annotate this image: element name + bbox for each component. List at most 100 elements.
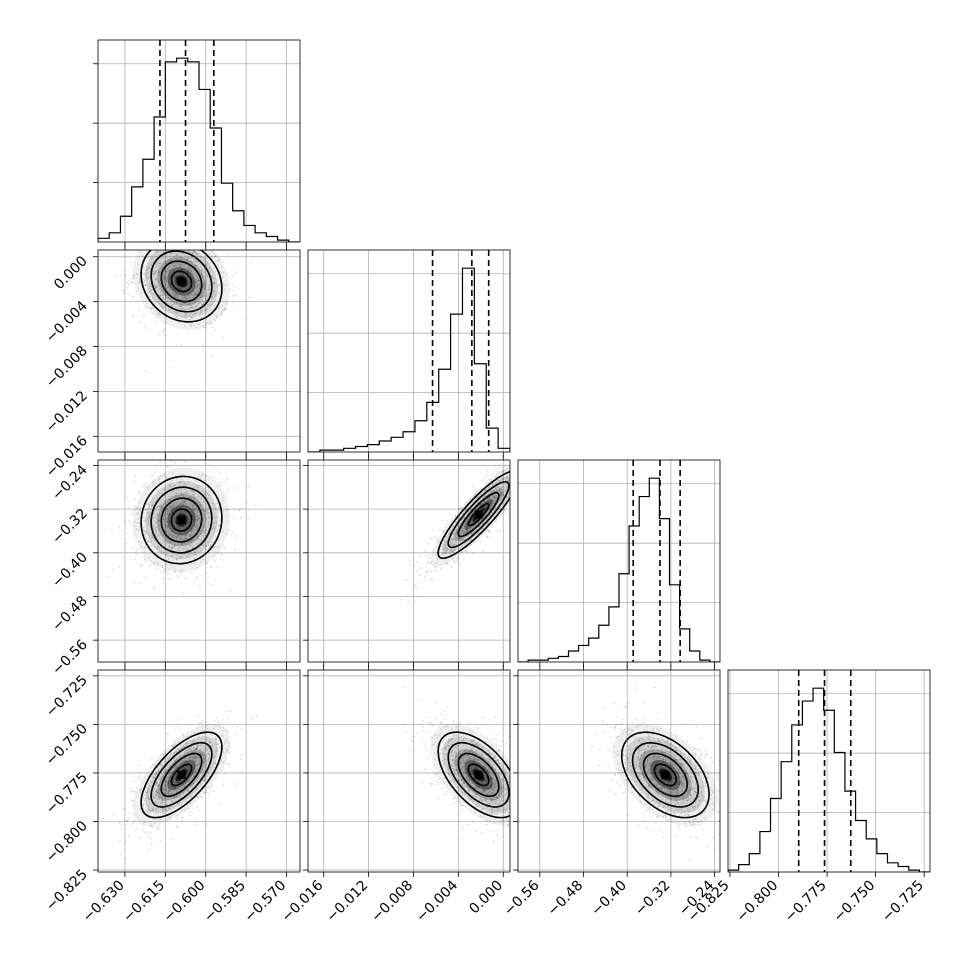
sample-point — [203, 301, 206, 304]
panel-frame — [307, 459, 511, 663]
contour-line-2 — [160, 260, 203, 303]
sample-point — [174, 571, 176, 574]
sample-point — [226, 478, 228, 480]
sample-point — [206, 262, 209, 265]
sample-point — [191, 289, 194, 291]
sample-point — [489, 501, 492, 503]
sample-point — [193, 517, 196, 520]
sample-point — [485, 500, 488, 502]
sample-point — [168, 510, 170, 512]
sample-point — [166, 512, 169, 515]
sample-point — [222, 283, 225, 285]
sample-point — [437, 725, 440, 727]
sample-point — [515, 483, 517, 485]
sample-point — [159, 504, 162, 507]
sample-point — [171, 503, 174, 505]
sample-point — [165, 508, 168, 511]
sample-point — [499, 782, 501, 785]
sample-point — [146, 266, 149, 268]
sample-point — [167, 732, 170, 735]
sample-point — [188, 748, 191, 751]
sample-point — [151, 773, 154, 776]
sample-point — [449, 739, 452, 742]
sample-point — [167, 776, 170, 779]
sample-point — [204, 785, 207, 788]
sample-point — [166, 542, 169, 545]
sample-point — [192, 258, 195, 260]
sample-point — [205, 326, 208, 329]
sample-point — [192, 516, 195, 519]
sample-point — [158, 313, 160, 315]
sample-point — [451, 549, 453, 552]
sample-point — [498, 507, 501, 510]
sample-point — [496, 802, 498, 805]
sample-point — [162, 273, 165, 276]
sample-point — [215, 735, 218, 738]
sample-point — [191, 527, 194, 530]
sample-point — [201, 350, 204, 352]
sample-point — [172, 744, 175, 747]
sample-point — [452, 549, 455, 552]
sample-point — [461, 765, 464, 768]
sample-point — [446, 519, 449, 522]
sample-point — [457, 734, 459, 736]
sample-point — [191, 510, 194, 513]
sample-point — [155, 561, 158, 564]
sample-point — [501, 778, 504, 781]
sample-point — [193, 497, 196, 499]
sample-point — [188, 505, 190, 508]
sample-point — [245, 308, 247, 311]
sample-point — [222, 761, 225, 764]
sample-point — [452, 544, 455, 547]
sample-point — [492, 508, 495, 511]
sample-point — [147, 795, 150, 798]
sample-point — [195, 283, 198, 286]
sample-point — [204, 766, 207, 769]
sample-point — [142, 529, 145, 531]
sample-point — [512, 478, 514, 480]
sample-point — [186, 549, 189, 552]
sample-point — [173, 295, 176, 298]
sample-point — [222, 726, 225, 729]
sample-point — [133, 498, 136, 500]
sample-point — [203, 792, 206, 795]
sample-point — [206, 322, 208, 324]
sample-point — [144, 519, 147, 522]
sample-point — [441, 552, 444, 555]
sample-point — [441, 566, 444, 568]
sample-point — [180, 287, 182, 290]
sample-point — [157, 271, 160, 274]
sample-point — [196, 537, 199, 540]
sample-point — [419, 555, 422, 558]
sample-point — [488, 529, 491, 532]
sample-point — [157, 827, 160, 829]
sample-point — [171, 745, 174, 747]
sample-point — [166, 755, 169, 758]
sample-point — [196, 255, 199, 258]
sample-point — [179, 786, 182, 789]
sample-point — [166, 521, 168, 524]
sample-point — [133, 581, 136, 584]
sample-point — [164, 277, 167, 280]
sample-point — [508, 465, 510, 468]
sample-point — [134, 550, 137, 553]
sample-point — [498, 803, 501, 806]
sample-point — [135, 291, 138, 294]
sample-point — [209, 754, 212, 757]
sample-point — [154, 546, 157, 548]
sample-point — [173, 740, 176, 742]
sample-point — [459, 792, 462, 795]
sample-point — [142, 808, 145, 810]
sample-point — [488, 501, 491, 504]
sample-point — [497, 775, 500, 778]
sample-point — [207, 488, 210, 491]
sample-point — [212, 531, 215, 533]
sample-point — [154, 521, 157, 524]
sample-point — [452, 538, 455, 541]
sample-point — [214, 739, 217, 741]
sample-point — [184, 547, 187, 550]
sample-point — [499, 516, 502, 519]
sample-point — [189, 552, 192, 555]
sample-point — [199, 504, 201, 507]
